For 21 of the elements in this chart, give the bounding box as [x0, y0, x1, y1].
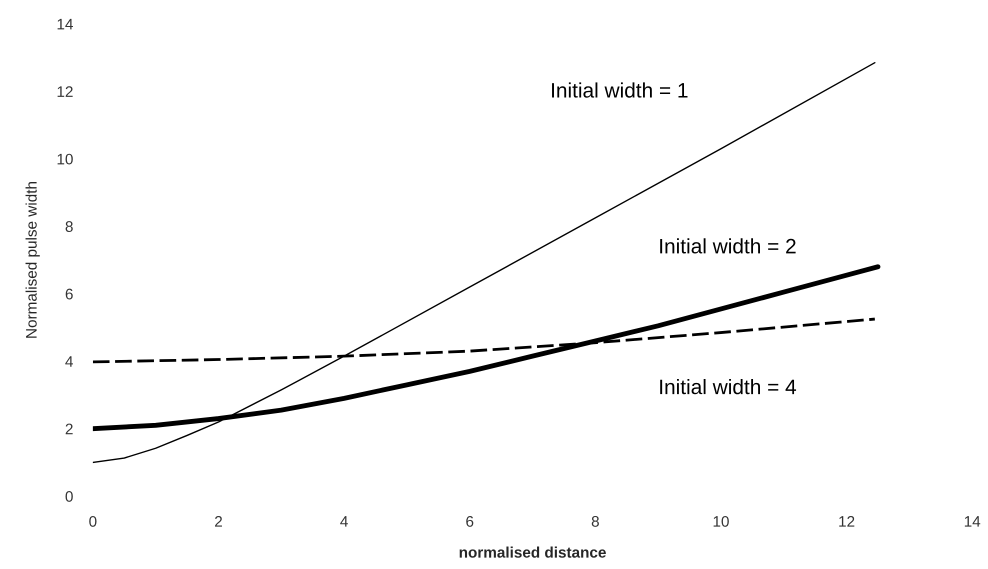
x-tick-label: 2 [215, 516, 222, 527]
y-tick-label: 6 [66, 288, 73, 300]
y-tick-label: 0 [66, 491, 73, 502]
x-tick-label: 0 [89, 516, 97, 527]
y-tick-label: 14 [58, 18, 73, 30]
series-label: Initial width = 4 [660, 378, 796, 394]
y-tick-label: 10 [58, 154, 73, 165]
y-tick-label: 4 [65, 356, 73, 367]
y-axis-title: Normalised pulse width [26, 182, 40, 338]
x-tick-label: 4 [340, 516, 348, 527]
text: Initial width = 1 [552, 82, 688, 98]
series-label: Initial width = 2 [660, 238, 796, 254]
x-tick-label: 14 [964, 516, 980, 527]
y-tick-label: 2 [66, 424, 73, 434]
x-axis-title: normalised distance [460, 546, 606, 558]
y-tick-label: 8 [66, 221, 73, 232]
x-tick-label: 6 [466, 516, 474, 527]
x-tick-label: 8 [592, 516, 599, 527]
x-tick-label: 12 [839, 516, 854, 527]
x-tick-label: 10 [714, 516, 729, 527]
y-tick-label: 12 [58, 86, 73, 97]
